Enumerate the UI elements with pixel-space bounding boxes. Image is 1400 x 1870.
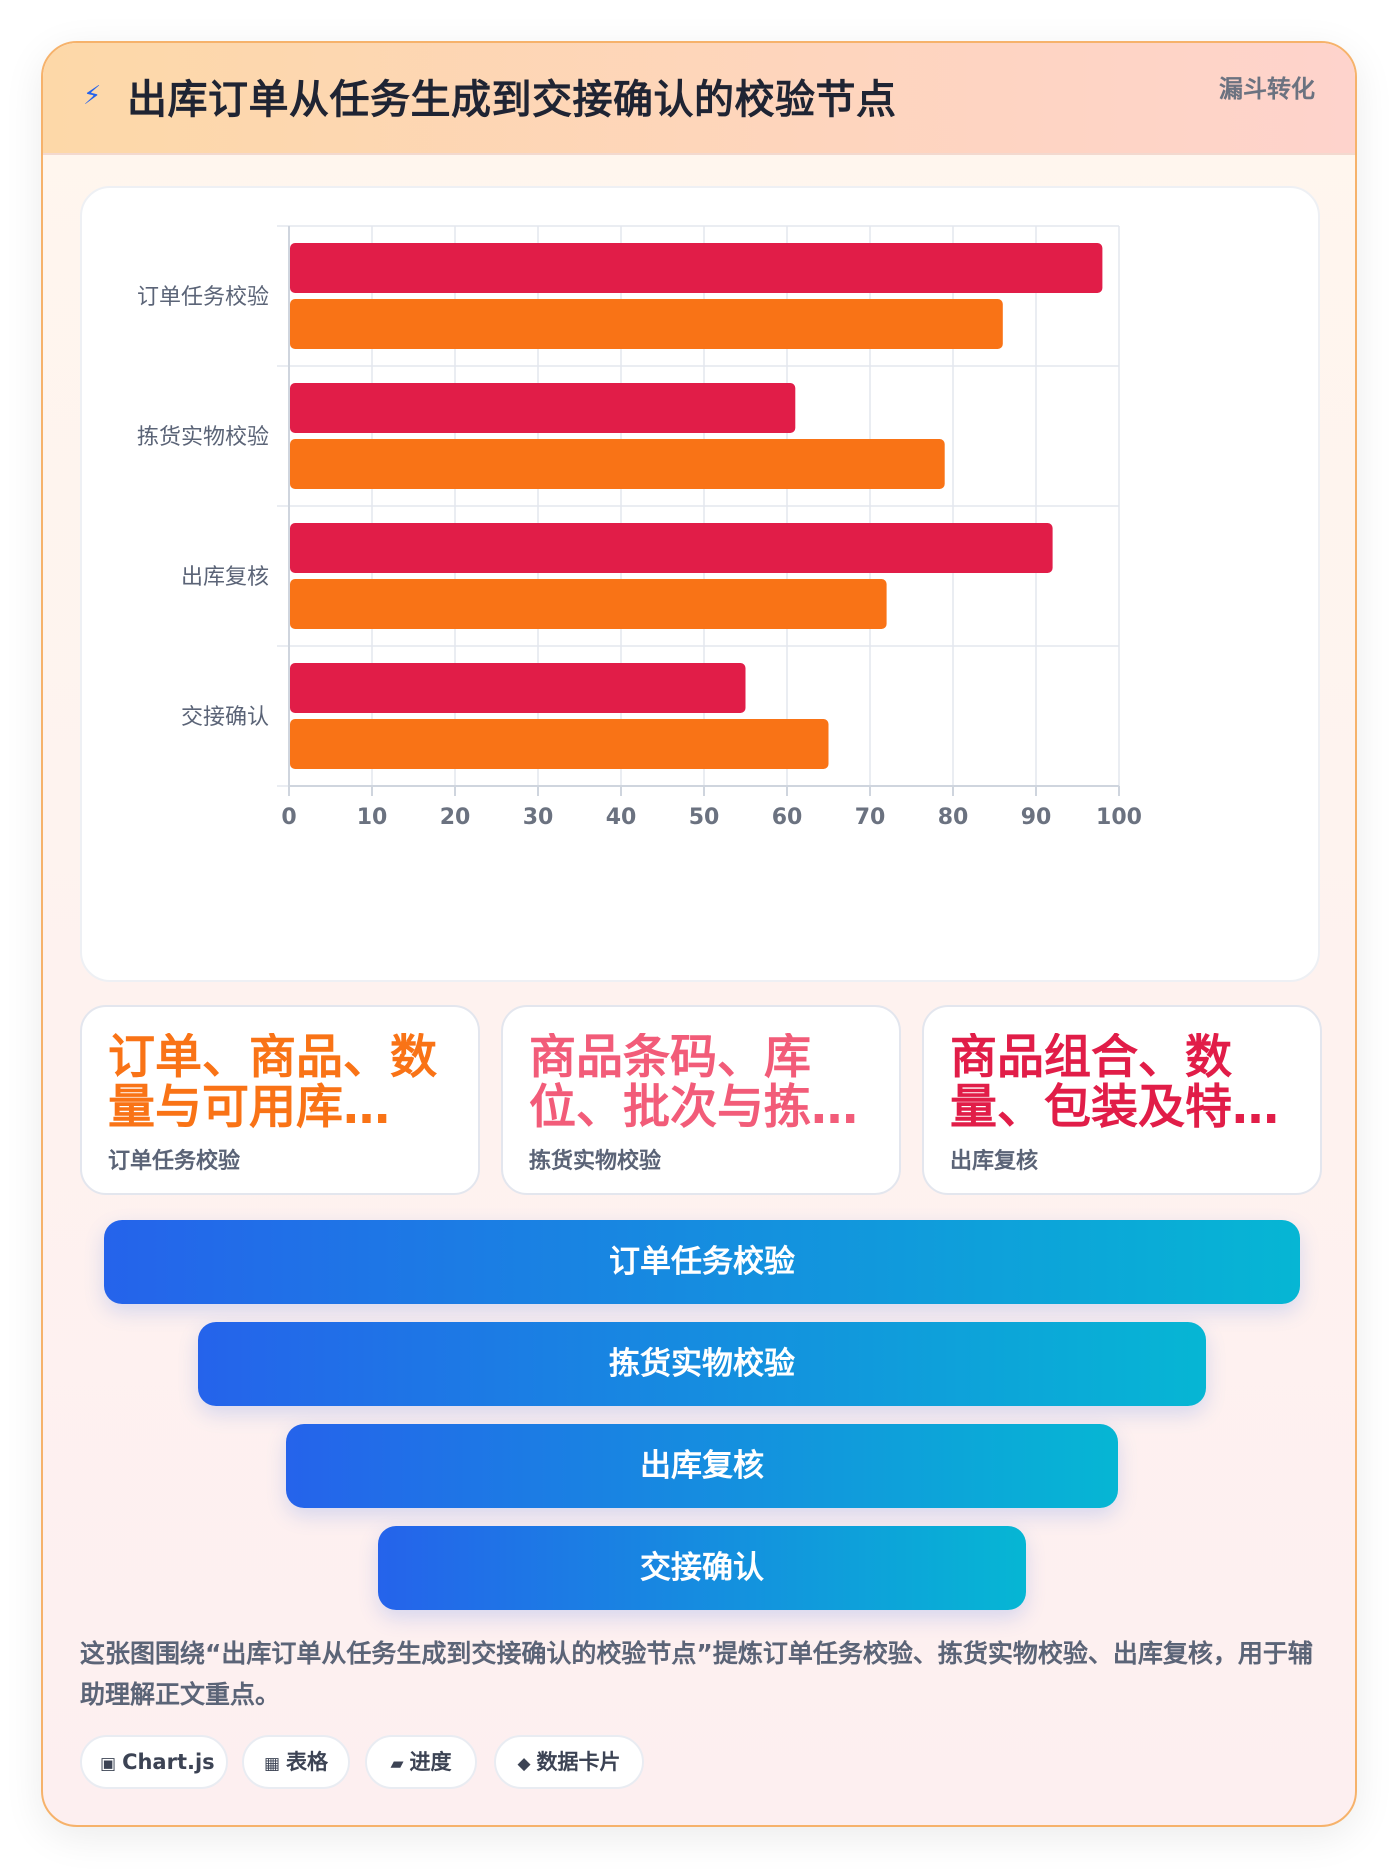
stat-card-label: 订单任务校验 — [108, 1149, 241, 1174]
lightning-icon: ⚡ — [83, 81, 102, 111]
chip-label: 数据卡片 — [536, 1750, 621, 1774]
bar-1 — [290, 663, 746, 713]
chart-panel: 0 10 20 30 40 50 60 70 80 90 100 订单任务校验 拣货实物校验出库复核交接… — [80, 186, 1320, 982]
bar-2 — [290, 299, 1003, 349]
x-tick-label: 80 — [938, 805, 969, 830]
x-tick-label: 90 — [1021, 805, 1052, 830]
x-tick-label: 40 — [606, 805, 637, 830]
y-tick-label: 出库复核 — [181, 565, 269, 590]
stat-card-1: 订单、商品、数量与可用库… 订单任务校验 — [80, 1005, 480, 1195]
y-tick-label: 拣货实物校验 — [137, 425, 269, 450]
page-title: 出库订单从任务生成到交接确认的校验节点 — [127, 77, 897, 123]
chip-label: Chart.js — [122, 1750, 215, 1774]
stat-card-value: 商品组合、数量、包装及特… — [950, 1033, 1279, 1133]
funnel-stage-4: 交接确认 — [378, 1526, 1026, 1610]
stat-card-2: 商品条码、库位、批次与拣… 拣货实物校验 — [501, 1005, 901, 1195]
x-tick-label: 20 — [440, 805, 471, 830]
stat-card-label: 出库复核 — [950, 1149, 1039, 1174]
card-icon: ◆ — [517, 1754, 531, 1774]
infographic-card: ⚡ 出库订单从任务生成到交接确认的校验节点 漏斗转化 0 10 20 30 40 50 60… — [41, 41, 1357, 1827]
stat-card-label: 拣货实物校验 — [529, 1149, 662, 1174]
stat-card-3: 商品组合、数量、包装及特… 出库复核 — [922, 1005, 1322, 1195]
bar-1 — [290, 523, 1053, 573]
funnel-stage-1: 订单任务校验 — [104, 1220, 1300, 1304]
chip-data-cards[interactable]: ◆ 数据卡片 — [494, 1735, 644, 1789]
progress-icon: ▰ — [390, 1754, 404, 1774]
x-tick-label: 100 — [1096, 805, 1142, 830]
x-tick-label: 70 — [855, 805, 886, 830]
chart-type-tag: 漏斗转化 — [1219, 75, 1315, 103]
bar-2 — [290, 579, 887, 629]
bar-chart: 0 10 20 30 40 50 60 70 80 90 100 订单任务校验拣货实物校验出库复核交接… — [137, 225, 1142, 830]
chip-chartjs[interactable]: ▣ Chart.js — [80, 1735, 228, 1789]
x-tick-label: 30 — [523, 805, 554, 830]
funnel-stage-3: 出库复核 — [286, 1424, 1118, 1508]
chip-table[interactable]: ▦ 表格 — [242, 1735, 350, 1789]
chip-label: 表格 — [286, 1750, 329, 1774]
header: ⚡ 出库订单从任务生成到交接确认的校验节点 漏斗转化 — [43, 43, 1355, 155]
stat-cards: 订单、商品、数量与可用库… 订单任务校验 商品条码、库位、批次与拣… 拣货实物校… — [80, 1005, 1322, 1195]
y-tick-label: 交接确认 — [181, 705, 269, 730]
chip-label: 进度 — [409, 1750, 452, 1774]
stat-card-value: 商品条码、库位、批次与拣… — [529, 1033, 858, 1133]
bar-1 — [290, 383, 796, 433]
x-tick-label: 50 — [689, 805, 720, 830]
bar-2 — [290, 719, 829, 769]
funnel-stage-2: 拣货实物校验 — [198, 1322, 1206, 1406]
table-icon: ▦ — [263, 1754, 281, 1774]
bar-2 — [290, 439, 945, 489]
chip-progress[interactable]: ▰ 进度 — [365, 1735, 477, 1789]
x-tick-label: 0 — [281, 805, 296, 830]
chart-icon: ▣ — [100, 1754, 117, 1774]
y-tick-label: 订单任务校验 — [137, 285, 269, 310]
x-tick-label: 10 — [357, 805, 388, 830]
description: 这张图围绕“出库订单从任务生成到交接确认的校验节点”提炼订单任务校验、拣货实物校… — [80, 1639, 1313, 1709]
x-tick-label: 60 — [772, 805, 803, 830]
bar-1 — [290, 243, 1103, 293]
stat-card-value: 订单、商品、数量与可用库… — [108, 1033, 437, 1133]
